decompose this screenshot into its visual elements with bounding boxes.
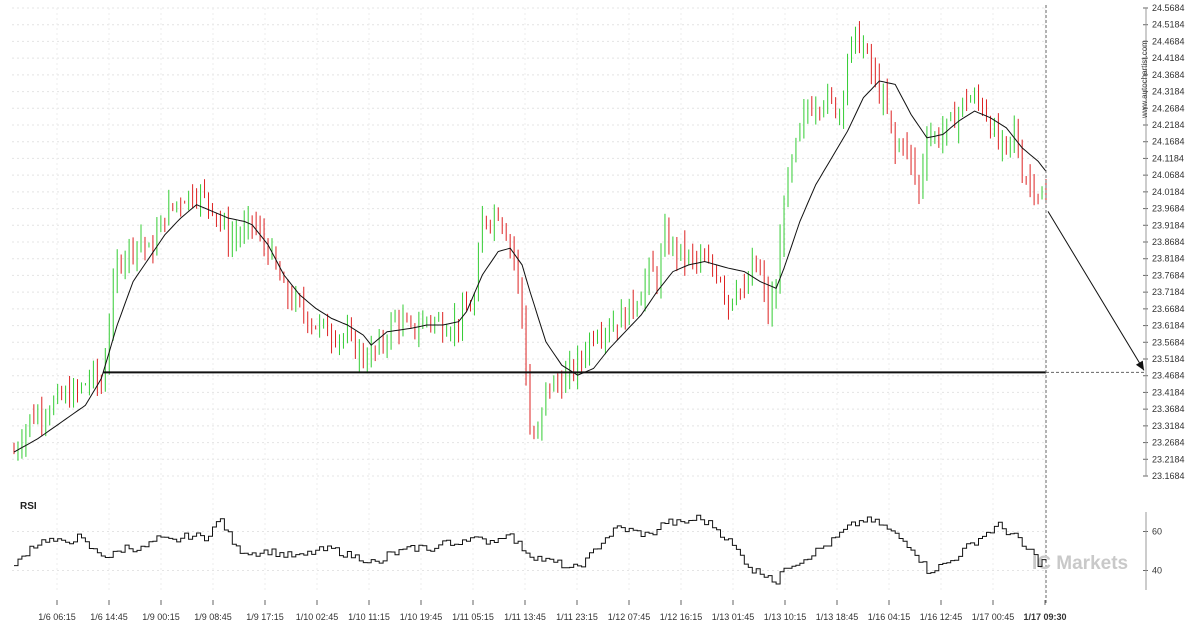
price-tick-label: 23.3684 — [1152, 404, 1185, 414]
price-tick-label: 24.3684 — [1152, 70, 1185, 80]
time-tick-label: 1/17 00:45 — [972, 612, 1015, 622]
price-tick-label: 23.1684 — [1152, 471, 1185, 481]
price-tick-label: 23.4684 — [1152, 371, 1185, 381]
time-tick-label: 1/16 04:15 — [868, 612, 911, 622]
time-tick-label: 1/6 06:15 — [38, 612, 76, 622]
time-tick-label: 1/13 10:15 — [764, 612, 807, 622]
rsi-tick-label: 60 — [1152, 527, 1162, 537]
time-tick-label: 1/13 18:45 — [816, 612, 859, 622]
rsi-axis: 60 40 — [1143, 512, 1162, 590]
rsi-tick-label: 40 — [1152, 566, 1162, 576]
time-tick-label: 1/11 05:15 — [452, 612, 494, 622]
time-tick-label: 1/9 08:45 — [194, 612, 232, 622]
time-tick-label: 1/13 01:45 — [712, 612, 755, 622]
time-tick-label: 1/16 12:45 — [920, 612, 963, 622]
price-tick-label: 24.1684 — [1152, 137, 1185, 147]
price-tick-label: 24.2184 — [1152, 120, 1185, 130]
price-tick-label: 23.2184 — [1152, 454, 1185, 464]
price-axis: 24.5684 24.5184 24.4684 24.4184 24.3684 24.31… — [1143, 3, 1185, 481]
ic-markets-logo: IC Markets — [1032, 553, 1128, 574]
rsi-grid — [12, 531, 1046, 571]
site-watermark: www.autochartist.com — [1140, 40, 1149, 119]
price-tick-label: 23.8184 — [1152, 254, 1185, 264]
price-tick-label: 23.3184 — [1152, 421, 1185, 431]
price-tick-label: 24.0184 — [1152, 187, 1185, 197]
price-tick-label: 23.8684 — [1152, 237, 1185, 247]
price-tick-label: 23.6684 — [1152, 304, 1185, 314]
projection-arrow-head — [1135, 360, 1144, 371]
rsi-title: RSI — [20, 501, 37, 512]
time-tick-label: 1/9 17:15 — [246, 612, 284, 622]
time-tick-label: 1/12 16:15 — [660, 612, 703, 622]
price-tick-label: 24.3184 — [1152, 87, 1185, 97]
time-axis: 1/6 06:15 1/6 14:45 1/9 00:15 1/9 08:45 1/9 … — [38, 600, 1067, 622]
time-tick-label: 1/10 19:45 — [400, 612, 443, 622]
price-tick-label: 23.9184 — [1152, 220, 1185, 230]
time-tick-label: 1/11 23:15 — [556, 612, 598, 622]
time-tick-label: 1/11 13:45 — [504, 612, 546, 622]
moving-average-line — [13, 80, 1047, 453]
price-tick-label: 23.6184 — [1152, 321, 1185, 331]
rsi-line — [14, 514, 1047, 585]
time-tick-label: 1/10 02:45 — [296, 612, 339, 622]
price-tick-label: 24.2684 — [1152, 103, 1185, 113]
price-tick-label: 23.5684 — [1152, 337, 1185, 347]
time-tick-label: 1/17 09:30 — [1023, 612, 1066, 622]
price-tick-label: 23.4184 — [1152, 387, 1185, 397]
candles — [13, 21, 1047, 461]
time-tick-label: 1/10 11:15 — [348, 612, 390, 622]
price-tick-label: 23.7684 — [1152, 270, 1185, 280]
price-tick-label: 24.4184 — [1152, 53, 1185, 63]
price-tick-label: 24.0684 — [1152, 170, 1185, 180]
price-tick-label: 24.5684 — [1152, 3, 1185, 13]
price-tick-label: 23.7184 — [1152, 287, 1185, 297]
price-tick-label: 24.5184 — [1152, 20, 1185, 30]
time-tick-label: 1/6 14:45 — [90, 612, 128, 622]
projection-arrow-line — [1047, 211, 1145, 371]
price-tick-label: 23.5184 — [1152, 354, 1185, 364]
price-tick-label: 23.9684 — [1152, 204, 1185, 214]
price-tick-label: 24.1184 — [1152, 153, 1184, 163]
time-tick-label: 1/12 07:45 — [608, 612, 651, 622]
time-tick-label: 1/9 00:15 — [142, 612, 180, 622]
grid — [12, 7, 1046, 590]
price-tick-label: 24.4684 — [1152, 36, 1185, 46]
price-tick-label: 23.2684 — [1152, 438, 1185, 448]
